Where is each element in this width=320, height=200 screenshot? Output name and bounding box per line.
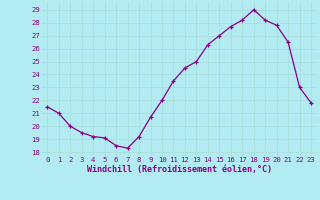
X-axis label: Windchill (Refroidissement éolien,°C): Windchill (Refroidissement éolien,°C) bbox=[87, 165, 272, 174]
